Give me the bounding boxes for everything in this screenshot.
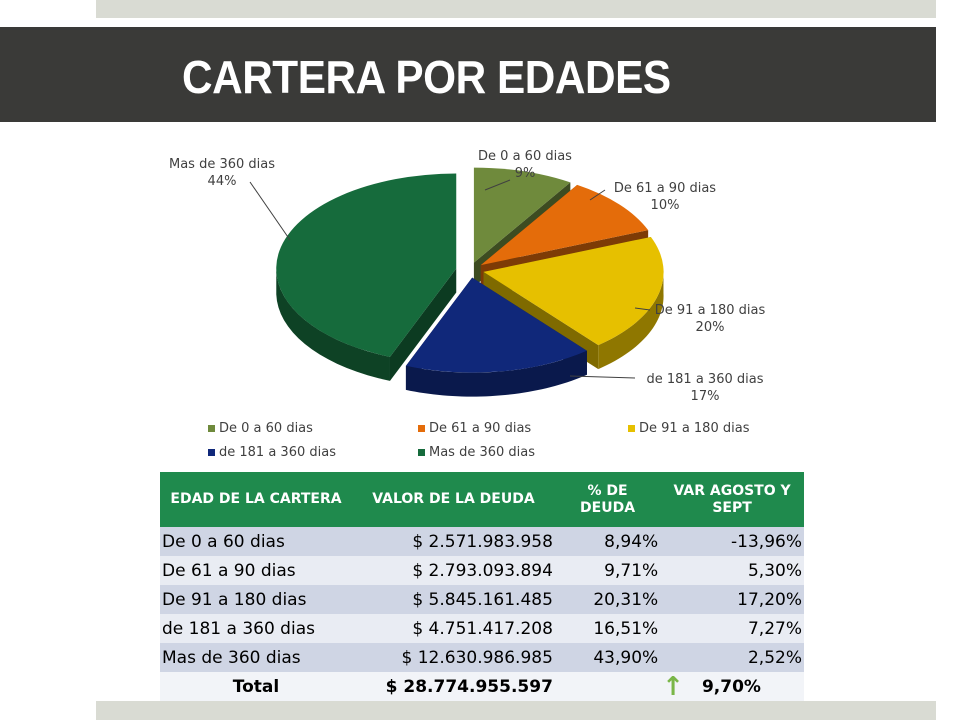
legend-swatch xyxy=(418,449,425,456)
cell-variacion: 7,27% xyxy=(660,614,804,643)
legend-item: De 0 a 60 dias xyxy=(208,421,313,436)
legend-label: De 91 a 180 dias xyxy=(639,421,750,436)
cell-edad: De 61 a 90 dias xyxy=(160,556,353,585)
pie-value-label: 10% xyxy=(651,198,680,213)
table-row: de 181 a 360 dias $ 4.751.417.208 16,51%… xyxy=(160,614,804,643)
cell-porcentaje: 16,51% xyxy=(554,614,661,643)
pie-category-label: De 0 a 60 dias xyxy=(478,149,572,164)
pie-leader-line xyxy=(484,179,511,191)
cell-valor: $ 2.571.983.958 xyxy=(352,527,555,556)
legend-item: Mas de 360 dias xyxy=(418,445,535,460)
legend-label: De 61 a 90 dias xyxy=(429,421,532,436)
header-edad: EDAD DE LA CARTERA xyxy=(160,472,353,527)
pie-category-label: de 181 a 360 dias xyxy=(647,372,764,387)
cell-variacion: -13,96% xyxy=(660,527,804,556)
cell-variacion: 2,52% xyxy=(660,643,804,672)
legend-label: de 181 a 360 dias xyxy=(219,445,336,460)
header-porcentaje: % DE DEUDA xyxy=(554,472,661,527)
cell-valor: $ 4.751.417.208 xyxy=(352,614,555,643)
legend-item: De 91 a 180 dias xyxy=(628,421,749,436)
cell-porcentaje: 9,71% xyxy=(554,556,661,585)
title-band xyxy=(0,27,936,122)
slide-title: CARTERA POR EDADES xyxy=(182,51,671,103)
total-label: Total xyxy=(160,672,353,701)
legend-item: De 61 a 90 dias xyxy=(418,421,531,436)
pie-leader-line xyxy=(589,189,606,201)
header-variacion: VAR AGOSTO Y SEPT xyxy=(660,472,804,527)
pie-slice-rim xyxy=(598,268,664,370)
pie-value-label: 17% xyxy=(691,389,720,404)
legend-label: Mas de 360 dias xyxy=(429,445,536,460)
pie-chart: De 0 a 60 dias 9% De 61 a 90 dias 10% De 91 … xyxy=(169,149,766,404)
cell-edad: De 91 a 180 dias xyxy=(160,585,353,614)
aging-table: EDAD DE LA CARTERA VALOR DE LA DEUDA % D… xyxy=(160,472,804,701)
pie-slice-top xyxy=(480,184,649,266)
pie-value-label: 44% xyxy=(208,174,237,189)
total-empty-cell xyxy=(554,672,661,701)
arrow-up-icon: ↑ xyxy=(662,671,684,702)
pie-slice-wall xyxy=(389,268,457,381)
pie-slice xyxy=(276,173,457,381)
cell-edad: Mas de 360 dias xyxy=(160,643,353,672)
header-valor: VALOR DE LA DEUDA xyxy=(352,472,555,527)
legend-swatch xyxy=(418,425,425,432)
pie-slice xyxy=(405,277,587,397)
cell-edad: De 0 a 60 dias xyxy=(160,527,353,556)
pie-slice-rim xyxy=(405,350,587,397)
legend-swatch xyxy=(628,425,635,432)
pie-slice-rim xyxy=(276,270,390,381)
pie-leader-line xyxy=(249,181,291,241)
pie-leader-line xyxy=(569,375,636,379)
cell-valor: $ 5.845.161.485 xyxy=(352,585,555,614)
legend-label: De 0 a 60 dias xyxy=(219,421,313,436)
legend-swatch xyxy=(208,449,215,456)
cell-variacion: 17,20% xyxy=(660,585,804,614)
pie-value-label: 9% xyxy=(515,166,536,181)
pie-slice-top xyxy=(405,277,587,373)
cell-porcentaje: 43,90% xyxy=(554,643,661,672)
table-header-row: EDAD DE LA CARTERA VALOR DE LA DEUDA % D… xyxy=(160,472,804,527)
table-total-row: Total $ 28.774.955.597 ↑ 9,70% xyxy=(160,672,804,701)
total-variacion: 9,70% xyxy=(701,676,761,697)
cell-valor: $ 2.793.093.894 xyxy=(352,556,555,585)
top-decor-bar xyxy=(96,0,936,18)
total-valor: $ 28.774.955.597 xyxy=(352,672,555,701)
pie-category-label: Mas de 360 dias xyxy=(169,157,275,172)
cell-valor: $ 12.630.986.985 xyxy=(352,643,555,672)
cell-variacion: 5,30% xyxy=(660,556,804,585)
table-row: Mas de 360 dias $ 12.630.986.985 43,90% … xyxy=(160,643,804,672)
table-row: De 61 a 90 dias $ 2.793.093.894 9,71% 5,… xyxy=(160,556,804,585)
cell-porcentaje: 20,31% xyxy=(554,585,661,614)
bottom-decor-bar xyxy=(96,701,936,720)
pie-category-label: De 61 a 90 dias xyxy=(614,181,716,196)
legend-swatch xyxy=(208,425,215,432)
pie-value-label: 20% xyxy=(696,320,725,335)
table-row: De 91 a 180 dias $ 5.845.161.485 20,31% … xyxy=(160,585,804,614)
cell-porcentaje: 8,94% xyxy=(554,527,661,556)
pie-slice-top xyxy=(473,167,571,263)
cell-edad: de 181 a 360 dias xyxy=(160,614,353,643)
table-row: De 0 a 60 dias $ 2.571.983.958 8,94% -13… xyxy=(160,527,804,556)
legend-item: de 181 a 360 dias xyxy=(208,445,336,460)
pie-leader-line xyxy=(634,307,651,311)
pie-category-label: De 91 a 180 dias xyxy=(655,303,766,318)
pie-slice-top xyxy=(483,236,664,346)
pie-slice-top xyxy=(276,173,457,357)
